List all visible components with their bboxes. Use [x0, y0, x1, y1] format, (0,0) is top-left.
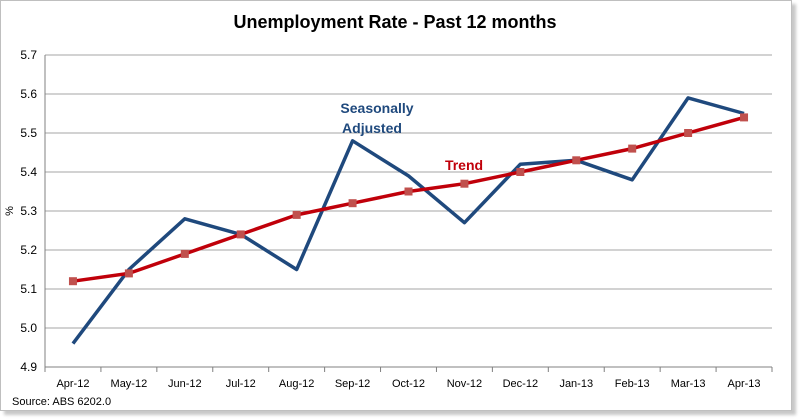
- seasonally-adjusted-label: Seasonally: [340, 100, 413, 116]
- trend-marker: [572, 156, 581, 165]
- y-tick-label: 4.9: [20, 360, 37, 374]
- y-tick-label: 5.4: [20, 165, 37, 179]
- trend-marker: [236, 230, 245, 239]
- y-tick-label: 5.2: [20, 243, 37, 257]
- x-tick-label: Jun-12: [168, 378, 202, 390]
- chart-frame: [0, 0, 792, 411]
- trend-marker: [124, 269, 133, 278]
- y-tick-label: 5.0: [20, 321, 37, 335]
- source-note: Source: ABS 6202.0: [12, 396, 112, 408]
- x-tick-label: Apr-13: [728, 378, 761, 390]
- trend-marker: [180, 249, 189, 258]
- trend-marker: [348, 199, 357, 208]
- y-axis-label: %: [4, 206, 16, 216]
- seasonally-adjusted-label: Adjusted: [342, 120, 402, 136]
- trend-marker: [68, 277, 77, 286]
- x-tick-label: Jul-12: [226, 378, 256, 390]
- y-tick-label: 5.6: [20, 87, 37, 101]
- trend-marker: [684, 129, 693, 137]
- y-tick-label: 5.7: [20, 48, 37, 62]
- trend-marker: [516, 168, 525, 176]
- y-tick-label: 5.5: [20, 126, 37, 140]
- x-tick-label: Oct-12: [392, 378, 425, 390]
- chart-title: Unemployment Rate - Past 12 months: [233, 12, 557, 32]
- x-tick-label: Apr-12: [56, 378, 89, 390]
- trend-marker: [628, 144, 637, 153]
- trend-marker: [292, 210, 301, 219]
- seasonally-adjusted-line: [71, 96, 745, 345]
- x-tick-label: May-12: [111, 378, 148, 390]
- x-tick-label: Mar-13: [671, 378, 706, 390]
- trend-marker: [460, 179, 469, 188]
- trend-marker: [740, 113, 749, 122]
- x-tick-label: Sep-12: [335, 378, 370, 390]
- x-tick-label: Nov-12: [447, 378, 482, 390]
- x-tick-label: Dec-12: [503, 378, 538, 390]
- x-tick-label: Feb-13: [615, 378, 650, 390]
- y-tick-label: 5.3: [20, 204, 37, 218]
- x-tick-label: Jan-13: [559, 378, 593, 390]
- x-tick-label: Aug-12: [279, 378, 314, 390]
- trend-label: Trend: [445, 157, 483, 173]
- trend-marker: [404, 187, 413, 196]
- y-tick-label: 5.1: [20, 282, 37, 296]
- trend-line: [72, 115, 745, 283]
